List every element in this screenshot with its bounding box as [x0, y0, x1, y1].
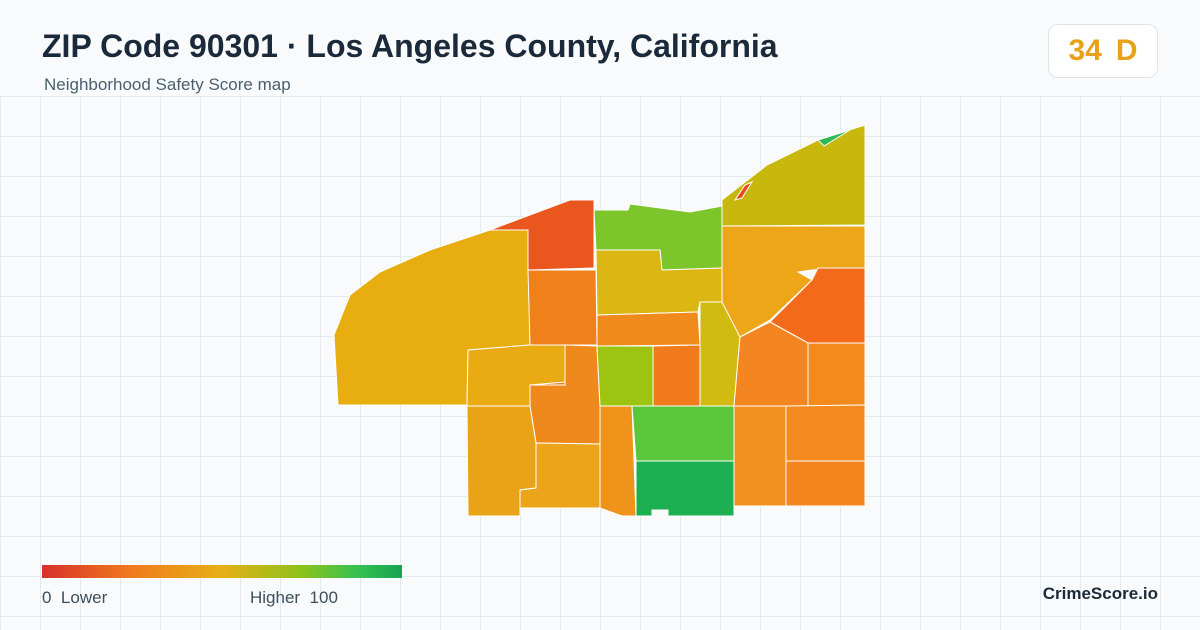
tract-green-bright[interactable]	[631, 405, 735, 462]
tract-southeast-orange-2[interactable]	[785, 404, 866, 462]
tract-narrow-orange[interactable]	[599, 405, 637, 517]
legend-low-text: Lower	[60, 588, 108, 607]
legend-high-value: 100	[309, 588, 338, 607]
tract-northeast[interactable]	[721, 124, 866, 227]
brand-logo-text[interactable]: CrimeScore.io	[1042, 584, 1158, 603]
score-grade: D	[1115, 34, 1138, 67]
legend-low-value: 0	[42, 588, 52, 607]
tract-center-lime[interactable]	[596, 345, 654, 407]
page-title: ZIP Code 90301 · Los Angeles County, Cal…	[42, 28, 778, 64]
tract-east-orange-2[interactable]	[807, 342, 866, 407]
legend-low-label: 0 Lower	[42, 588, 107, 608]
page-subtitle: Neighborhood Safety Score map	[44, 75, 291, 94]
tract-green-dark[interactable]	[635, 460, 735, 517]
tract-sliver-green[interactable]	[817, 129, 851, 147]
tract-southeast-orange-1[interactable]	[733, 405, 787, 507]
legend-high-text: Higher	[250, 588, 301, 607]
tract-center-orange[interactable]	[596, 311, 701, 347]
tract-sliver-red[interactable]	[733, 180, 754, 201]
legend-high-label: Higher 100	[250, 588, 338, 608]
score-badge: 34 D	[1048, 24, 1158, 78]
legend-gradient-bar	[42, 565, 402, 578]
tract-center-orange-small[interactable]	[652, 344, 701, 407]
score-value: 34	[1068, 34, 1102, 67]
tract-southeast-orange-3[interactable]	[785, 460, 866, 507]
tract-north-red[interactable]	[489, 199, 595, 271]
